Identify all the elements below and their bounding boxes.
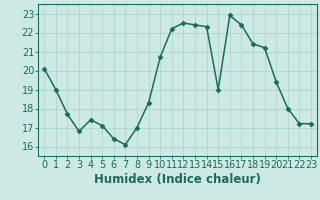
X-axis label: Humidex (Indice chaleur): Humidex (Indice chaleur) — [94, 173, 261, 186]
